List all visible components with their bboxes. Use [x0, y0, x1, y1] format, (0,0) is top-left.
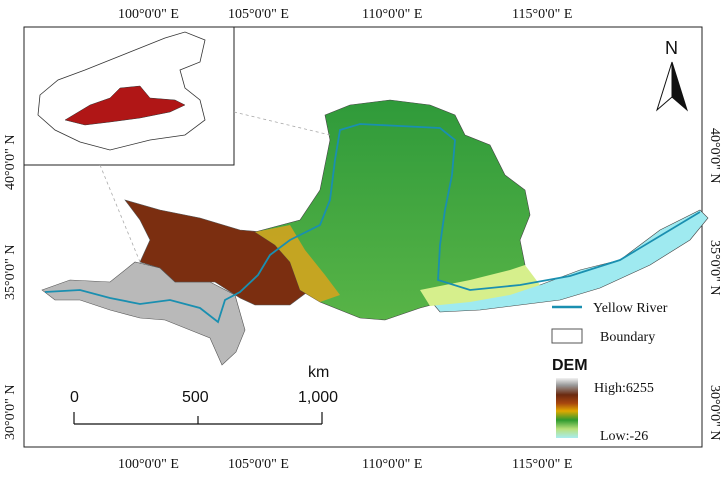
- lon-label-top-100: 100°0'0" E: [118, 7, 179, 22]
- legend-dem-title: DEM: [552, 357, 588, 374]
- basin-east-plain: [420, 265, 540, 306]
- scale-bar-unit: km: [308, 364, 329, 381]
- inset-leader-1: [233, 111, 331, 136]
- north-arrow-label: N: [665, 38, 678, 58]
- legend-dem-high: High:6255: [594, 381, 654, 396]
- legend-boundary-label: Boundary: [600, 330, 655, 345]
- basin-west-grey: [41, 261, 246, 366]
- lon-label-bottom-100: 100°0'0" E: [118, 457, 179, 472]
- basin-transition: [255, 225, 340, 302]
- basin-west-brown: [124, 199, 311, 306]
- basin-central: [254, 99, 531, 321]
- lon-label-bottom-115: 115°0'0" E: [512, 457, 572, 472]
- scale-bar-tick-0: 0: [70, 389, 79, 406]
- lat-label-left-40: 40°0'0" N: [3, 135, 18, 190]
- lon-label-top-110: 110°0'0" E: [362, 7, 422, 22]
- legend-boundary-swatch: [551, 328, 583, 344]
- lat-label-right-40: 40°0'0" N: [707, 128, 722, 183]
- inset-basin-highlight: [64, 85, 186, 126]
- lon-label-bottom-110: 110°0'0" E: [362, 457, 422, 472]
- lat-label-right-35: 35°0'0" N: [707, 240, 722, 295]
- yellow-river-line: [44, 123, 701, 324]
- legend-dem-low: Low:-26: [600, 429, 648, 444]
- lat-label-right-30: 30°0'0" N: [707, 385, 722, 440]
- lat-label-left-30: 30°0'0" N: [3, 385, 18, 440]
- scale-bar-tick-500: 500: [182, 389, 209, 406]
- lat-label-left-35: 35°0'0" N: [3, 245, 18, 300]
- scale-bar: km 0 500 1,000: [70, 364, 338, 425]
- lon-label-bottom-105: 105°0'0" E: [228, 457, 289, 472]
- lon-label-top-115: 115°0'0" E: [512, 7, 572, 22]
- north-arrow: N: [655, 38, 689, 112]
- legend: Yellow River Boundary DEM High:6255 Low:…: [551, 301, 668, 444]
- scale-bar-tick-1000: 1,000: [298, 389, 338, 406]
- legend-river-label: Yellow River: [593, 301, 668, 316]
- lon-label-top-105: 105°0'0" E: [228, 7, 289, 22]
- legend-dem-colorbar: [556, 378, 578, 438]
